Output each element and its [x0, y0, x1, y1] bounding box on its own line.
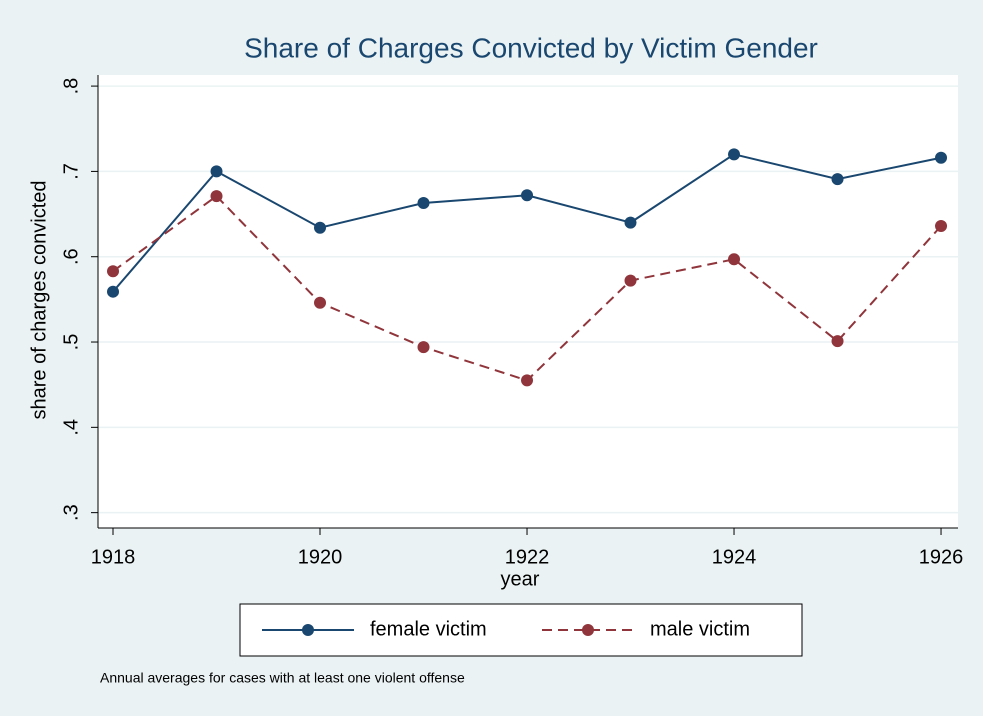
legend-marker	[302, 624, 314, 636]
point	[417, 341, 430, 354]
y-tick-label: .3	[60, 504, 82, 521]
point	[624, 216, 637, 229]
x-tick-label: 1920	[298, 546, 343, 568]
plot-area	[98, 75, 958, 528]
y-tick-label: .6	[60, 248, 82, 265]
point	[728, 253, 741, 266]
point	[521, 189, 534, 202]
legend-marker	[582, 624, 594, 636]
x-axis-label: year	[501, 568, 540, 590]
point	[210, 165, 223, 178]
legend-label: male victim	[650, 618, 750, 640]
y-tick-label: .8	[60, 78, 82, 95]
point	[831, 335, 844, 348]
point	[935, 220, 948, 232]
point	[935, 151, 948, 164]
x-tick-label: 1924	[712, 546, 757, 568]
note: Annual averages for cases with at least …	[100, 670, 465, 686]
legend-label: female victim	[370, 618, 487, 640]
chart-title: Share of Charges Convicted by Victim Gen…	[244, 32, 818, 63]
y-axis-label: share of charges convicted	[28, 180, 50, 419]
point	[728, 148, 741, 161]
y-tick-label: .4	[60, 419, 82, 436]
point	[417, 196, 430, 209]
y-tick-label: .7	[60, 163, 82, 180]
point	[831, 173, 844, 186]
point	[521, 374, 534, 387]
x-tick-label: 1926	[919, 546, 964, 568]
point	[624, 274, 637, 287]
x-tick-label: 1918	[91, 546, 136, 568]
y-tick-label: .5	[60, 334, 82, 351]
point	[314, 296, 327, 309]
x-tick-label: 1922	[505, 546, 550, 568]
point	[107, 265, 120, 278]
point	[210, 190, 223, 203]
point	[314, 221, 327, 234]
point	[107, 285, 120, 298]
